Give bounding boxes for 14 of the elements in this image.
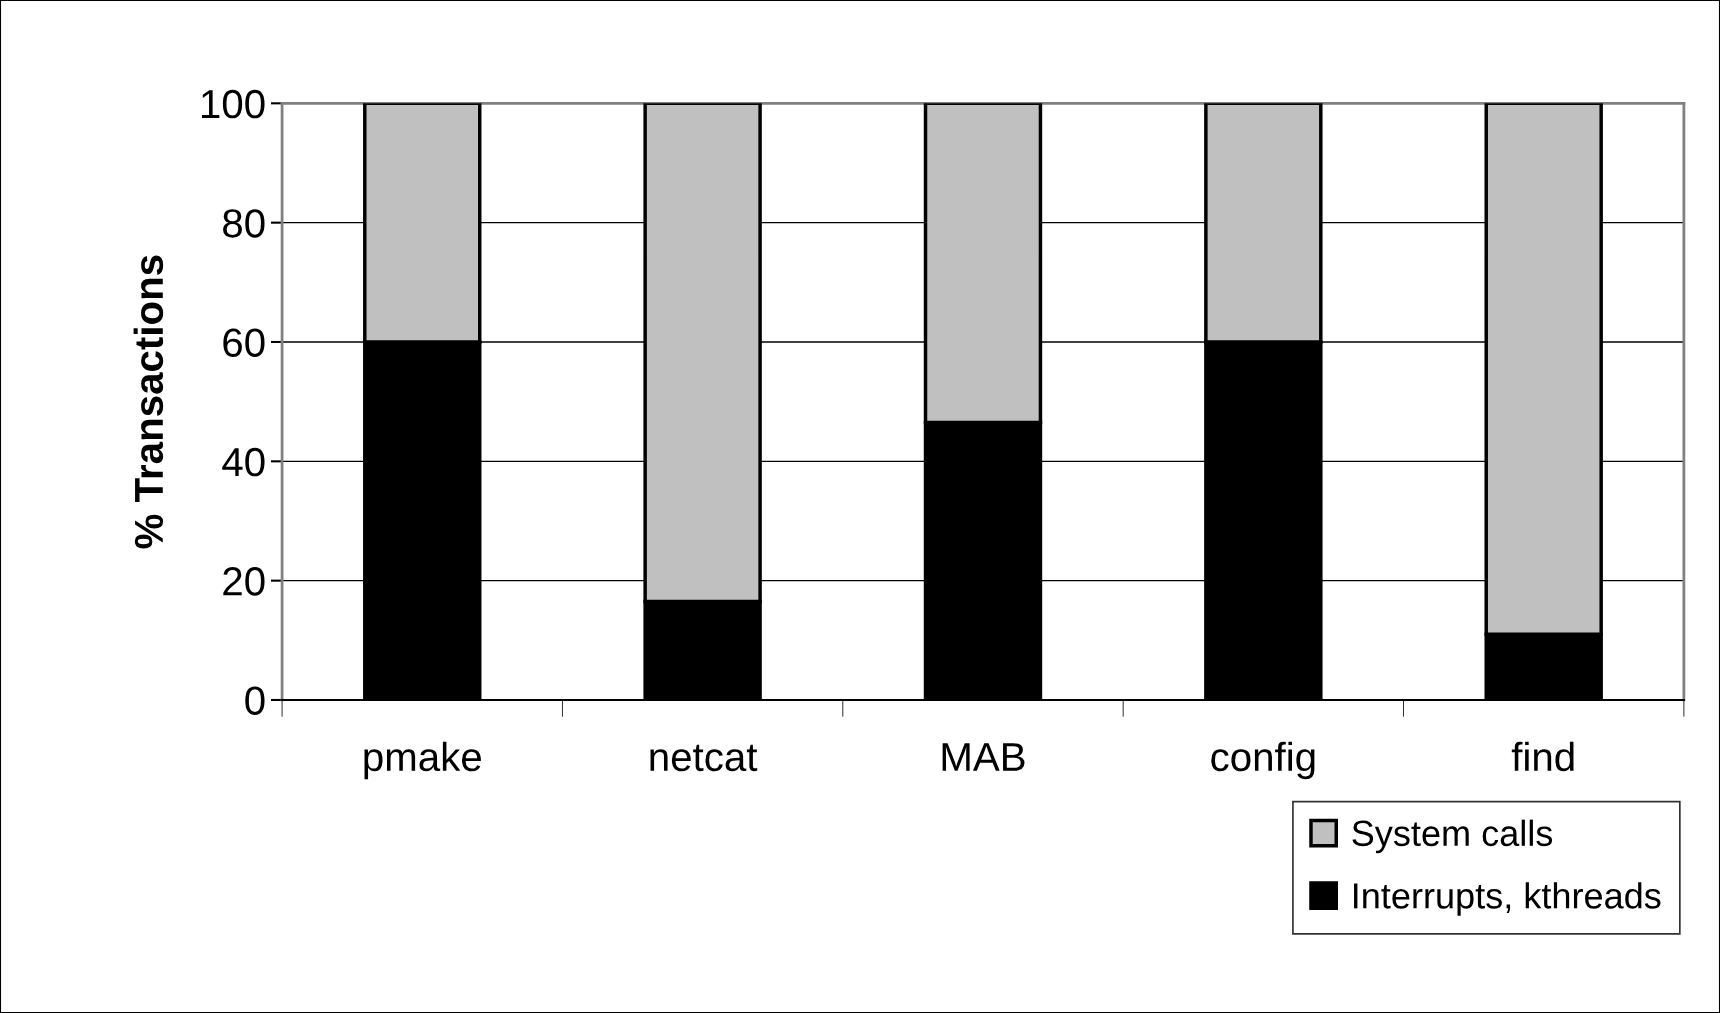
y-tick-label: 80 <box>223 209 265 238</box>
x-tick-label: find <box>1511 741 1574 772</box>
legend-label: System calls <box>1352 819 1553 854</box>
y-tick-label: 100 <box>201 89 265 119</box>
x-tick-label: netcat <box>650 744 758 772</box>
x-tick-label: config <box>1211 741 1315 780</box>
y-axis-title: % Transactions <box>133 255 164 549</box>
y-tick-label: 20 <box>223 567 265 596</box>
x-tick-label: MAB <box>942 743 1025 771</box>
y-tick-label: 60 <box>223 328 265 357</box>
y-tick-label: 40 <box>222 447 265 477</box>
x-tick-label: pmake <box>364 741 481 780</box>
legend-label: Interrupts, kthreads <box>1354 882 1661 916</box>
y-tick-label: 0 <box>245 686 265 715</box>
